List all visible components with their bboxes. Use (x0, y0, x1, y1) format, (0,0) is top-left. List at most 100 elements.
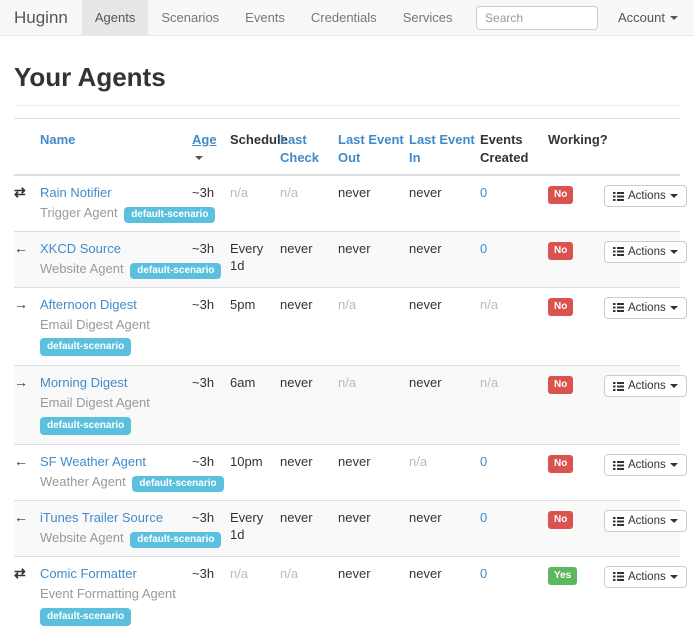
column-icon (14, 118, 40, 177)
divider (14, 105, 680, 106)
column-header-name[interactable]: Name (40, 132, 76, 147)
schedule-cell: Every 1d (230, 500, 280, 557)
last-event-out-cell: n/a (338, 365, 409, 445)
column-header-age[interactable]: Age (192, 132, 217, 147)
scenario-badge[interactable]: default-scenario (40, 338, 132, 357)
scenario-badge[interactable]: default-scenario (132, 476, 224, 493)
last-event-out-cell: never (338, 230, 409, 288)
nav-item-credentials[interactable]: Credentials (310, 10, 377, 25)
actions-button-label: Actions (628, 380, 666, 393)
table-row: ← SF Weather Agent Weather Agent default… (14, 444, 687, 501)
chevron-down-icon (669, 249, 678, 254)
actions-button[interactable]: Actions (604, 185, 687, 208)
events-created-link[interactable]: 0 (480, 240, 488, 256)
agent-name-link[interactable]: Rain Notifier (40, 185, 112, 201)
page-title: Your Agents (14, 62, 166, 92)
events-created-link: n/a (480, 296, 499, 312)
working-badge: No (548, 186, 574, 205)
last-event-in-cell: never (409, 555, 480, 635)
actions-button[interactable]: Actions (604, 565, 687, 588)
column-header-last-check[interactable]: Last Check (280, 132, 320, 165)
events-created-link[interactable]: 0 (480, 510, 488, 525)
list-icon (613, 571, 624, 582)
actions-button-label: Actions (628, 245, 666, 258)
scenario-badge[interactable]: default-scenario (124, 206, 216, 223)
arrow-right-icon: → (14, 295, 28, 312)
chevron-down-icon (669, 574, 678, 579)
last-check-cell: never (280, 230, 338, 288)
brand-link[interactable]: Huginn (14, 7, 68, 27)
schedule-cell: n/a (230, 555, 280, 635)
list-icon (613, 246, 624, 257)
nav-item-services[interactable]: Services (402, 10, 453, 25)
chevron-down-icon (669, 463, 678, 468)
working-badge: No (548, 241, 574, 260)
agent-name-link[interactable]: XKCD Source (40, 240, 121, 256)
navbar: Huginn Agents Scenarios Events Credentia… (0, 0, 694, 36)
last-event-out-cell: never (338, 444, 409, 501)
agent-sub: Weather Agent default-scenario (40, 474, 224, 493)
column-header-events-created: Events Created (480, 132, 529, 165)
scenario-badge[interactable]: default-scenario (40, 417, 132, 436)
arrow-left-icon: ← (14, 509, 28, 525)
events-created-link[interactable]: 0 (480, 454, 488, 470)
transfer-icon: ⇄ (14, 184, 26, 201)
agent-name-link[interactable]: iTunes Trailer Source (40, 510, 164, 525)
account-dropdown[interactable]: Account (618, 10, 678, 25)
nav-item-agents[interactable]: Agents (81, 0, 149, 35)
actions-button[interactable]: Actions (604, 375, 687, 398)
events-created-link[interactable]: 0 (480, 185, 488, 201)
age-cell: ~3h (192, 555, 230, 635)
last-check-cell: n/a (280, 174, 338, 232)
search-input[interactable] (476, 5, 599, 30)
last-check-cell: n/a (280, 555, 338, 635)
table-row: → Morning Digest Email Digest Agent defa… (14, 365, 687, 445)
actions-button-label: Actions (628, 190, 666, 203)
age-cell: ~3h (192, 286, 230, 366)
scenario-badge[interactable]: default-scenario (130, 531, 222, 548)
scenario-badge[interactable]: default-scenario (130, 262, 222, 279)
agent-name-link[interactable]: Morning Digest (40, 375, 128, 391)
actions-button[interactable]: Actions (604, 510, 687, 532)
last-event-out-cell: never (338, 500, 409, 557)
actions-button[interactable]: Actions (604, 296, 687, 319)
agent-type: Email Digest Agent (40, 395, 150, 411)
agent-sub: Event Formatting Agent default-scenario (40, 586, 188, 626)
chevron-down-icon (669, 519, 678, 523)
agent-sub: Email Digest Agent default-scenario (40, 317, 188, 357)
column-header-last-event-out[interactable]: Last Event Out (338, 132, 404, 165)
last-event-in-cell: never (409, 174, 480, 232)
agent-name-link[interactable]: SF Weather Agent (40, 454, 146, 470)
agent-type: Trigger Agent (40, 204, 118, 220)
agent-type: Event Formatting Agent (40, 585, 176, 601)
age-cell: ~3h (192, 444, 230, 501)
list-icon (613, 302, 624, 313)
age-cell: ~3h (192, 230, 230, 288)
chevron-down-icon (670, 15, 678, 20)
last-check-cell: never (280, 500, 338, 557)
actions-button[interactable]: Actions (604, 240, 687, 263)
working-badge: No (548, 297, 574, 316)
last-check-cell: never (280, 444, 338, 501)
agent-sub: Website Agent default-scenario (40, 261, 222, 279)
nav-item-events[interactable]: Events (245, 10, 285, 25)
actions-button[interactable]: Actions (604, 454, 687, 477)
arrow-left-icon: ← (14, 453, 28, 470)
chevron-down-icon (669, 194, 678, 199)
scenario-badge[interactable]: default-scenario (40, 607, 132, 626)
last-event-out-cell: n/a (338, 286, 409, 366)
main-content: Your Agents Name Age Schedule Last Check… (0, 62, 694, 635)
account-label: Account (618, 10, 665, 25)
agent-name-link[interactable]: Afternoon Digest (40, 296, 137, 312)
agent-name-link[interactable]: Comic Formatter (40, 565, 137, 581)
actions-button-label: Actions (628, 459, 666, 472)
working-badge: No (548, 376, 574, 395)
schedule-cell: 5pm (230, 286, 280, 366)
schedule-cell: Every 1d (230, 230, 280, 288)
nav-item-scenarios[interactable]: Scenarios (161, 10, 220, 25)
table-row: → Afternoon Digest Email Digest Agent de… (14, 286, 687, 366)
column-header-last-event-in[interactable]: Last Event In (409, 132, 475, 165)
age-cell: ~3h (192, 365, 230, 445)
events-created-link[interactable]: 0 (480, 565, 488, 581)
column-actions (604, 118, 680, 177)
